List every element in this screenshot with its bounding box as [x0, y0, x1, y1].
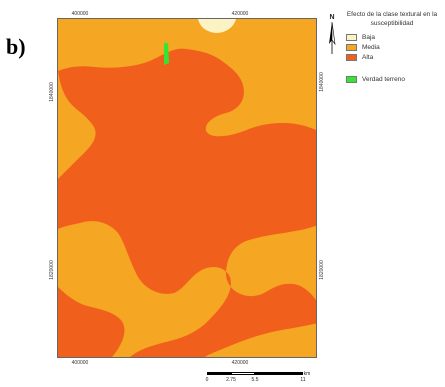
- scale-label-1: 2.75: [226, 377, 236, 383]
- y-tick-right-1: 1840000: [319, 72, 325, 92]
- panel-label: b): [6, 34, 26, 59]
- scale-unit: km: [303, 371, 311, 377]
- north-label: N: [329, 14, 335, 21]
- scale-segment-3: [255, 372, 303, 375]
- legend: Efecto de la clase textural en la suscep…: [340, 10, 444, 84]
- legend-swatch-alta: [346, 53, 357, 61]
- legend-item-media: Media: [346, 42, 444, 52]
- x-tick-bottom-1: 400000: [71, 360, 89, 366]
- scale-label-2: 5.5: [251, 377, 259, 383]
- legend-swatch-media: [346, 43, 357, 51]
- x-tick-bottom-2: 420000: [231, 360, 249, 366]
- scale-label-3: 11: [300, 377, 306, 383]
- legend-swatch-ground-truth: [346, 75, 357, 83]
- scale-segment-2: [231, 372, 255, 375]
- x-tick-top-2: 420000: [231, 11, 249, 17]
- legend-swatch-baja: [346, 33, 357, 41]
- legend-item-alta: Alta: [346, 52, 444, 62]
- baja-zone: [198, 19, 236, 33]
- media-zone-inner: [58, 71, 96, 179]
- x-tick-top-1: 400000: [71, 11, 89, 17]
- y-tick-right-2: 1820000: [319, 260, 325, 280]
- alta-zone-main: [58, 48, 316, 357]
- legend-label-media: Media: [362, 43, 380, 51]
- legend-item-ground-truth: Verdad terreno: [346, 74, 444, 84]
- legend-label-alta: Alta: [362, 53, 374, 61]
- scale-bar: 0 2.75 5.5 11 km: [205, 371, 311, 384]
- legend-item-baja: Baja: [346, 32, 444, 42]
- scale-label-0: 0: [205, 377, 209, 383]
- ground-truth-mark: [164, 43, 169, 65]
- y-tick-left-1: 1840000: [49, 82, 55, 102]
- legend-label-ground-truth: Verdad terreno: [362, 75, 406, 83]
- susceptibility-map: [57, 18, 317, 358]
- legend-label-baja: Baja: [362, 33, 376, 41]
- scale-segment-1: [207, 372, 231, 375]
- north-arrow: N: [325, 14, 339, 54]
- y-tick-left-2: 1820000: [49, 260, 55, 280]
- legend-title: Efecto de la clase textural en la suscep…: [346, 11, 438, 27]
